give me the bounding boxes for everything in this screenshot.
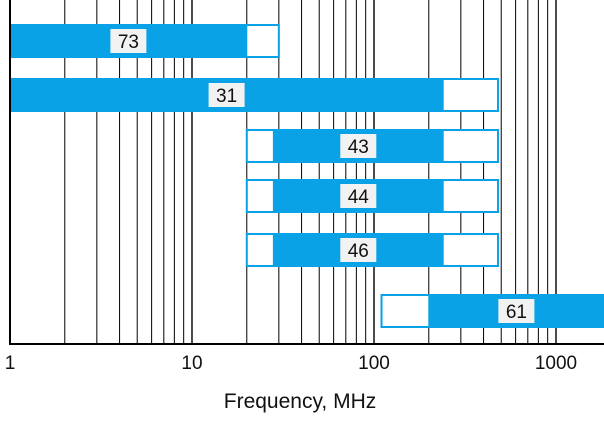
bar-73: 73 — [9, 24, 280, 58]
bar-label: 73 — [118, 32, 139, 53]
x-tick-label: 1000 — [535, 353, 577, 374]
bar-46: 46 — [245, 233, 499, 267]
bar-label: 61 — [506, 302, 527, 323]
bar-label: 43 — [348, 137, 369, 158]
bar-label: 44 — [348, 187, 370, 208]
bar-label: 46 — [348, 241, 369, 262]
bars: 73 31 43 44 46 61 — [9, 24, 604, 328]
x-tick-label: 1 — [5, 353, 16, 374]
bar-label: 31 — [216, 86, 237, 107]
bar-43: 43 — [245, 129, 499, 163]
x-tick-label: 100 — [358, 353, 390, 374]
bar-44: 44 — [245, 179, 499, 213]
bar-label-box — [340, 184, 377, 208]
bar-label-box — [208, 83, 245, 107]
x-tick-label: 10 — [181, 353, 202, 374]
bar-label-box — [110, 29, 147, 53]
bar-label-box — [340, 238, 377, 262]
bar-label-box — [498, 299, 535, 323]
bar-label-box — [340, 134, 377, 158]
x-tick-labels: 1 10 100 1000 — [5, 353, 577, 374]
bar-31: 31 — [9, 78, 499, 112]
x-axis-title: Frequency, MHz — [224, 390, 377, 413]
plot-frame — [9, 0, 604, 345]
bar-61: 61 — [380, 294, 604, 328]
